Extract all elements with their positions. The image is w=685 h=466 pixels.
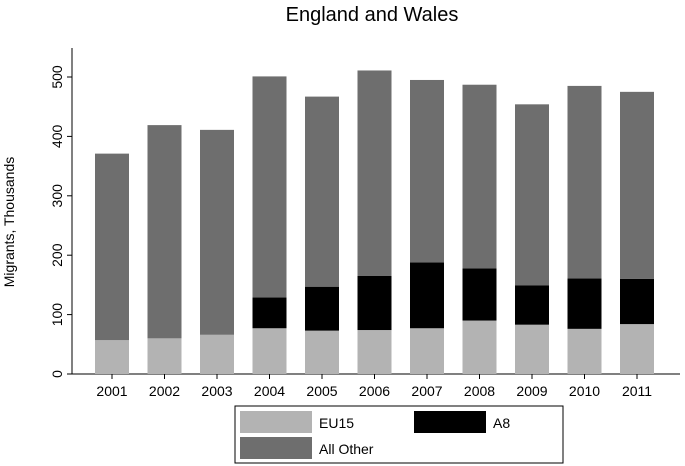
bar-segment-a8	[620, 278, 654, 325]
bar-segment-a8	[357, 275, 392, 331]
x-tick-label: 2001	[96, 383, 127, 399]
x-tick-label: 2011	[622, 383, 652, 399]
x-tick-label: 2009	[516, 383, 547, 399]
bar-segment-eu15	[515, 324, 549, 374]
x-tick-label: 2007	[411, 383, 442, 399]
y-tick-label: 0	[49, 370, 65, 378]
bar-segment-eu15	[357, 330, 392, 374]
bars	[95, 70, 654, 374]
bar-segment-all-other	[620, 91, 654, 279]
bar-segment-a8	[410, 262, 444, 329]
legend: EU15 A8 All Other	[234, 405, 564, 464]
bar-segment-eu15	[567, 328, 602, 374]
bar-segment-all-other	[462, 84, 497, 269]
bar-segment-eu15	[620, 324, 654, 374]
legend-swatch-all-other	[240, 437, 312, 459]
bar-segment-all-other	[252, 76, 287, 298]
legend-swatch-a8	[414, 411, 486, 433]
x-tick-label: 2005	[306, 383, 337, 399]
y-tick-label: 500	[49, 65, 65, 89]
x-tick-label: 2003	[201, 383, 232, 399]
y-tick-label: 200	[49, 243, 65, 267]
legend-swatch-eu15	[240, 411, 312, 433]
bar-segment-all-other	[200, 129, 234, 335]
bar-segment-a8	[567, 278, 602, 329]
bar-segment-all-other	[567, 85, 602, 279]
bar-segment-all-other	[515, 104, 549, 286]
legend-label: All Other	[319, 441, 374, 457]
x-tick-label: 2004	[254, 383, 285, 399]
x-tick-label: 2008	[464, 383, 495, 399]
bar-segment-all-other	[305, 96, 339, 287]
y-tick-label: 100	[49, 303, 65, 327]
bar-segment-a8	[305, 286, 339, 331]
y-tick-label: 300	[49, 184, 65, 208]
bar-segment-all-other	[357, 70, 392, 276]
bar-segment-all-other	[410, 79, 444, 263]
legend-label: A8	[493, 415, 510, 431]
x-tick-label: 2002	[149, 383, 180, 399]
bar-segment-all-other	[147, 125, 182, 339]
y-axis-title: Migrants, Thousands	[1, 157, 17, 287]
bar-segment-eu15	[200, 334, 234, 374]
y-tick-label: 400	[49, 125, 65, 149]
y-ticks: 0 100 200 300 400 500	[49, 65, 72, 378]
bar-segment-eu15	[252, 328, 287, 374]
legend-label: EU15	[319, 415, 354, 431]
bar-segment-a8	[252, 297, 287, 329]
x-tick-labels: 2001 2002 2003 2004 2005 2006 2007 2008 2009 2010…	[96, 374, 652, 399]
bar-segment-eu15	[305, 330, 339, 374]
bar-segment-a8	[462, 268, 497, 321]
x-tick-label: 2006	[359, 383, 390, 399]
bar-segment-a8	[515, 285, 549, 325]
bar-segment-eu15	[147, 338, 182, 374]
x-tick-label: 2010	[569, 383, 600, 399]
bar-segment-eu15	[462, 320, 497, 374]
chart-title: England and Wales	[286, 4, 459, 26]
bar-segment-eu15	[410, 328, 444, 374]
bar-segment-all-other	[95, 153, 129, 341]
bar-segment-eu15	[95, 340, 129, 374]
